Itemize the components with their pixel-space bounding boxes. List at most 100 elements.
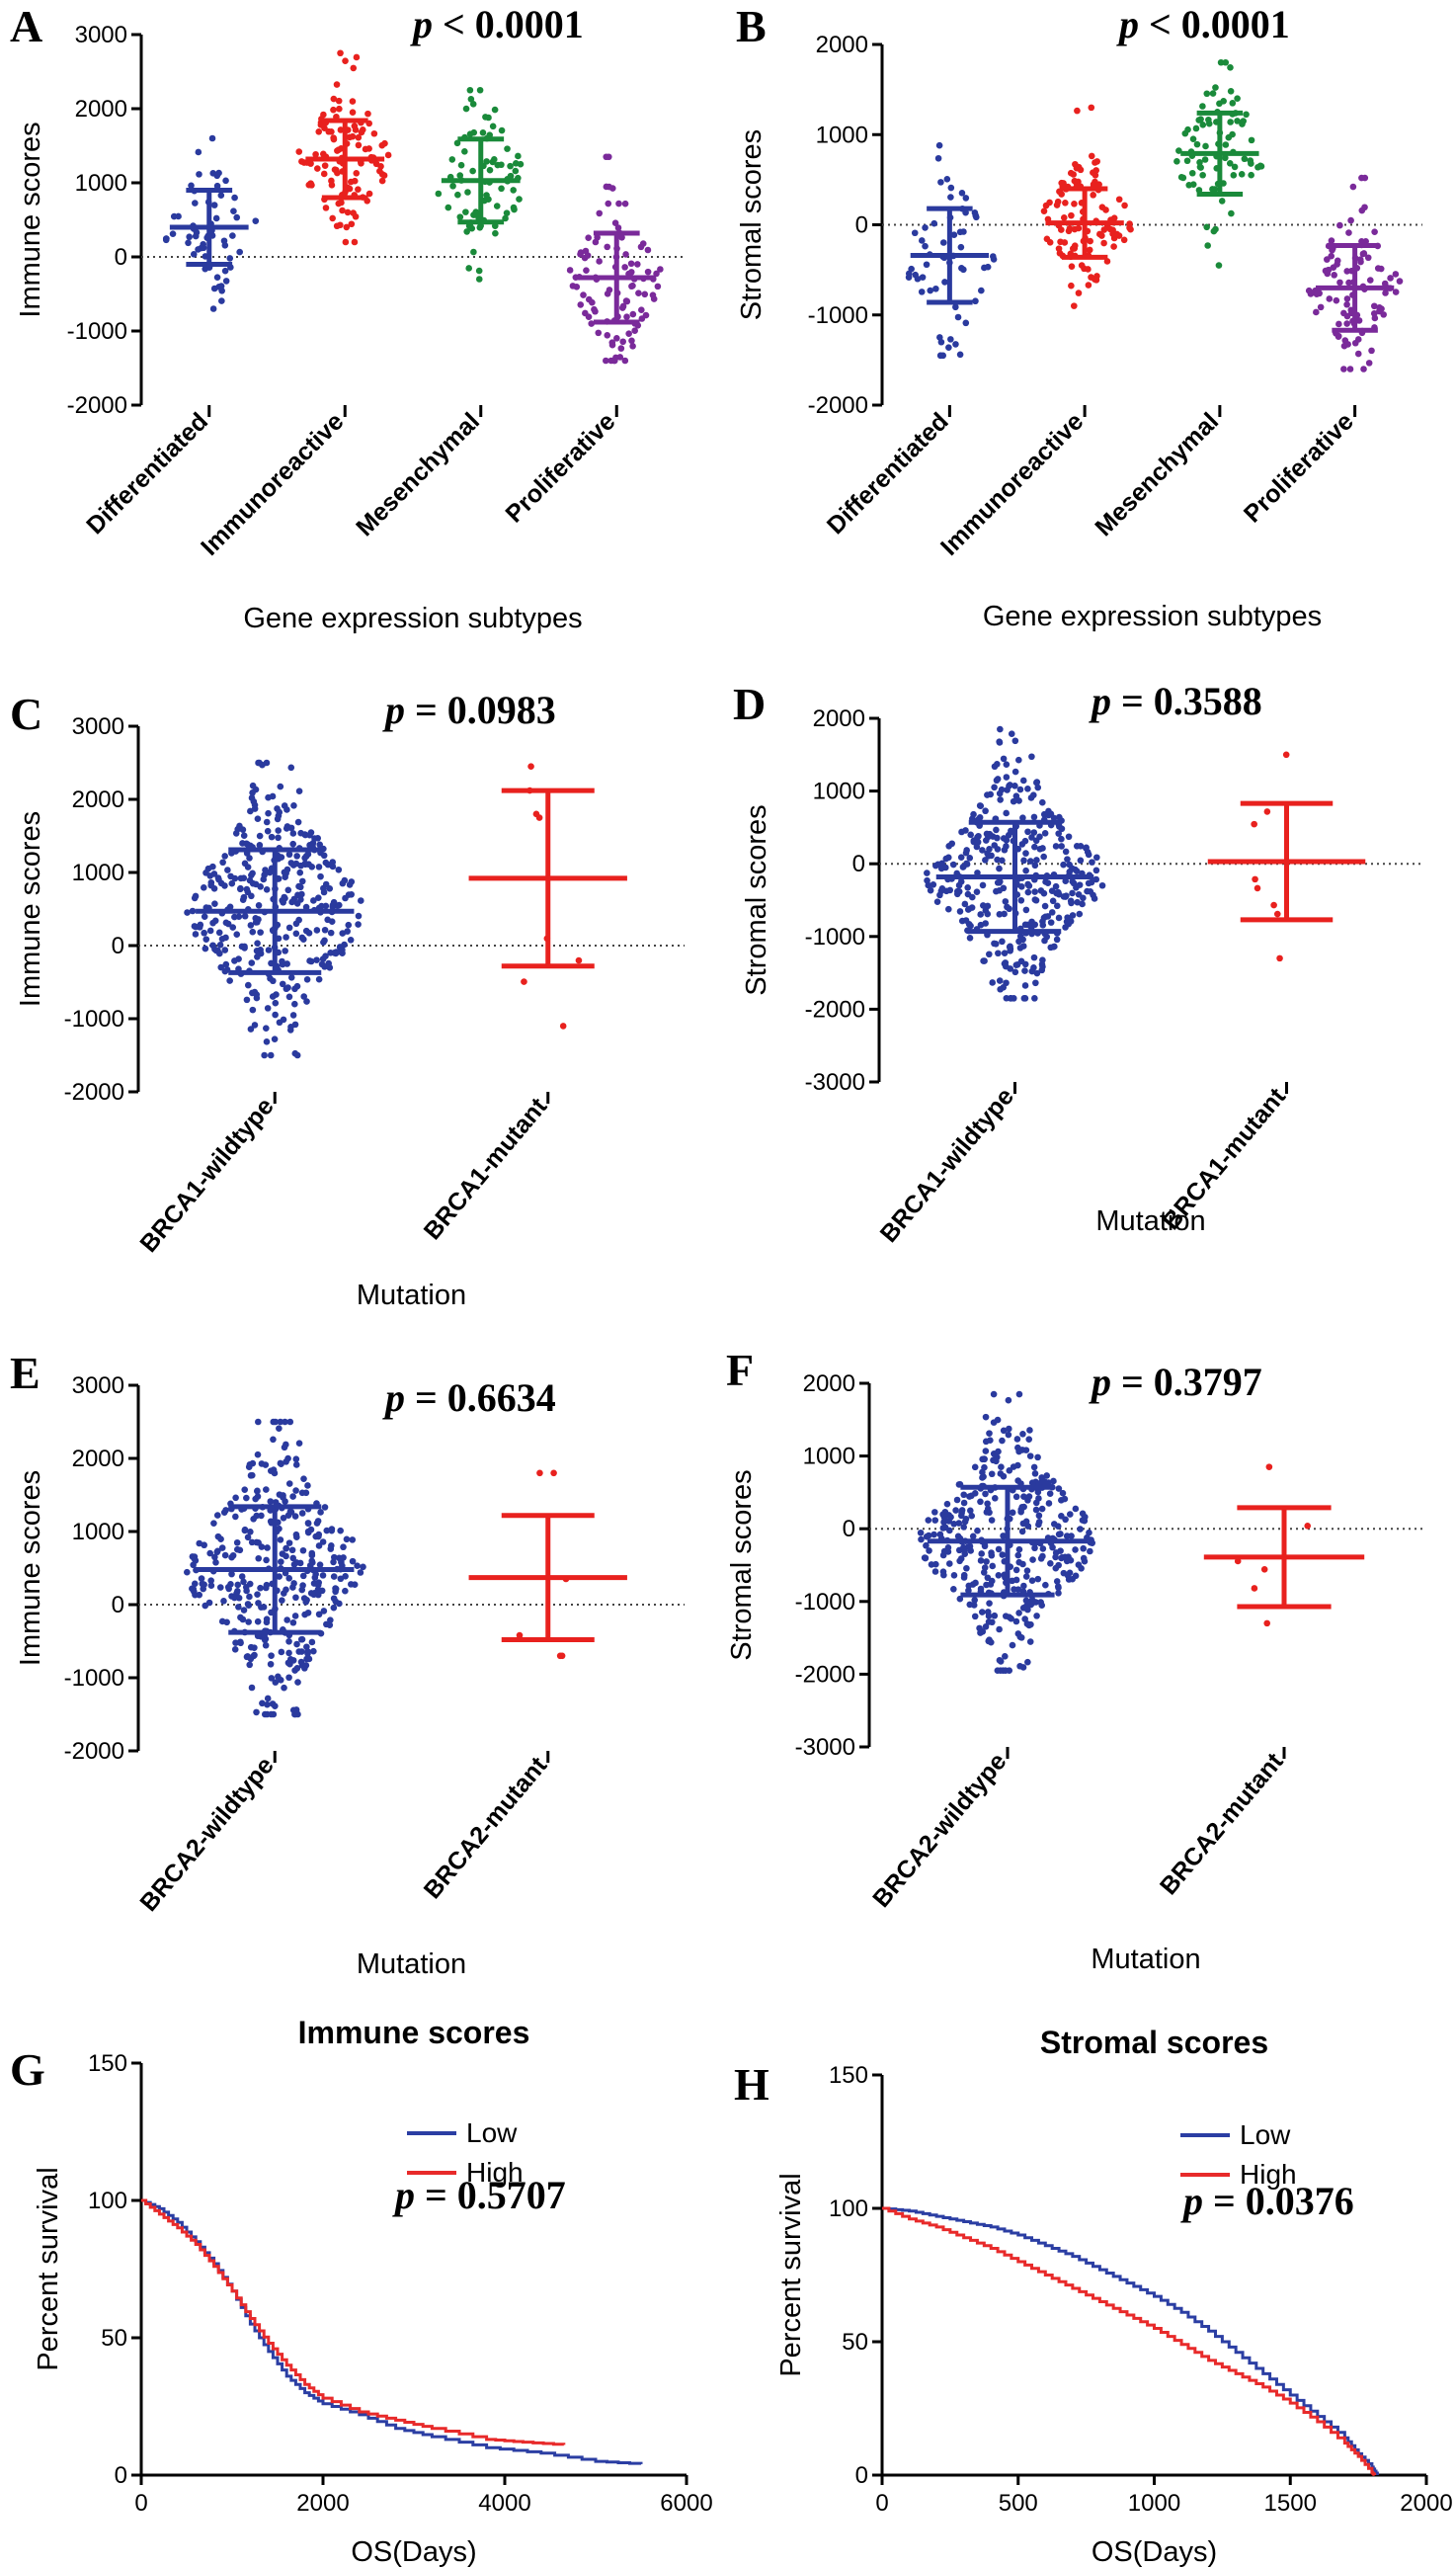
data-point [1184,125,1191,133]
data-point [251,1022,259,1029]
data-point [1092,867,1100,874]
data-point [918,289,926,295]
data-point [995,1545,1003,1553]
data-point [445,204,452,211]
data-point [342,238,350,246]
data-point [1234,95,1241,102]
data-point [331,1553,338,1561]
data-point [320,888,328,896]
survival-curve-low [882,2206,1379,2475]
data-point [192,200,199,207]
data-point [1088,104,1095,112]
y-axis-title: Immune scores [15,811,46,1007]
category-label: Immunoreactive [196,407,349,560]
data-point [1010,995,1017,1002]
data-point [222,278,230,285]
x-axis-title: OS(Days) [351,2536,476,2568]
data-point [623,313,630,321]
data-point [1365,360,1373,367]
data-point [1333,296,1340,304]
category-label: BRCA2-wildtype [867,1748,1012,1913]
data-point [381,139,388,147]
data-point [213,1512,221,1519]
data-point [239,1615,247,1623]
data-point [608,339,616,346]
data-point [947,336,954,343]
data-point [263,1584,270,1592]
x-axis-title: Gene expression subtypes [983,601,1322,632]
data-point [536,1469,543,1477]
data-point [1016,1633,1024,1641]
chart-title: Immune scores [298,2015,530,2050]
data-point [1041,902,1049,910]
data-point [284,1659,292,1667]
data-point [958,828,965,836]
data-point [1328,237,1335,244]
data-point [1058,843,1065,850]
data-point [300,1475,307,1482]
data-point [1049,897,1057,905]
data-point [245,1618,252,1625]
data-point [267,1051,275,1059]
data-point [289,1706,297,1714]
data-point [245,1463,253,1471]
data-point [247,1528,254,1535]
data-point [1052,1564,1060,1572]
data-point [654,283,662,290]
data-point [967,831,974,839]
data-point [971,1613,979,1620]
data-point [330,95,338,103]
data-point [924,876,930,884]
data-point [989,979,997,986]
data-point [623,297,631,305]
data-point [991,1494,999,1502]
data-point [945,905,952,913]
panel-letter: D [733,679,766,729]
data-point [335,866,343,873]
data-point [1048,909,1056,916]
data-point [927,287,934,294]
data-point [255,916,262,923]
data-point [1003,774,1011,781]
data-point [336,1600,343,1608]
y-tick-label: -2000 [795,1661,855,1688]
data-point [1066,1511,1074,1518]
data-point [1000,1533,1007,1539]
data-point [251,805,259,812]
data-point [228,1553,235,1561]
data-point [315,864,323,870]
data-point [945,344,952,351]
x-axis-title: Gene expression subtypes [243,603,582,634]
y-tick-label: 3000 [72,1372,124,1399]
data-point [1039,798,1046,806]
data-point [629,343,636,350]
data-point [1075,891,1083,898]
data-point [982,920,989,927]
data-point [990,1390,998,1398]
data-point [1092,875,1100,883]
data-point [981,957,988,964]
data-point [947,184,955,192]
data-point [1062,848,1070,856]
data-point [963,861,971,868]
data-point [566,267,574,274]
data-point [348,878,356,885]
data-point [1355,317,1363,324]
data-point [465,265,473,272]
data-point [991,1612,999,1619]
data-point [331,166,339,173]
data-point [236,885,244,893]
data-point [1052,882,1060,890]
data-point [1078,1565,1085,1572]
data-point [1068,282,1075,290]
data-point [1026,858,1034,865]
panel-letter: H [734,2059,769,2110]
data-point [353,53,361,61]
data-point [1030,813,1038,821]
data-point [318,960,326,968]
data-point [283,825,290,832]
data-point [322,859,330,867]
data-point [1336,221,1343,229]
data-point [957,1555,965,1562]
data-point [1343,300,1350,308]
